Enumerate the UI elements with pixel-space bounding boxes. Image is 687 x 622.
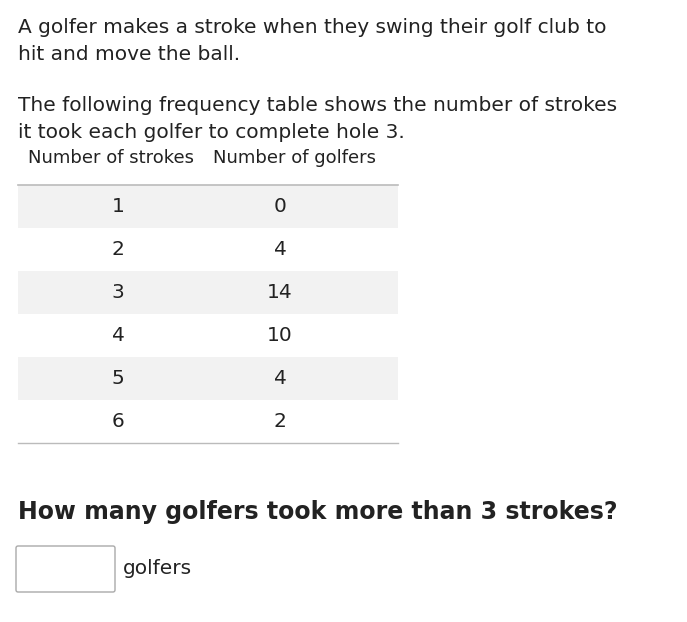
Text: 14: 14 bbox=[267, 283, 293, 302]
Text: 10: 10 bbox=[267, 326, 293, 345]
Text: 2: 2 bbox=[273, 412, 286, 431]
FancyBboxPatch shape bbox=[16, 546, 115, 592]
Text: Number of strokes: Number of strokes bbox=[28, 149, 194, 167]
Text: 1: 1 bbox=[111, 197, 124, 216]
Bar bbox=[18, 271, 398, 314]
Text: A golfer makes a stroke when they swing their golf club to
hit and move the ball: A golfer makes a stroke when they swing … bbox=[18, 18, 607, 63]
Text: 5: 5 bbox=[111, 369, 124, 388]
Text: 3: 3 bbox=[111, 283, 124, 302]
Text: How many golfers took more than 3 strokes?: How many golfers took more than 3 stroke… bbox=[18, 500, 618, 524]
Bar bbox=[18, 185, 398, 228]
Text: 4: 4 bbox=[273, 240, 286, 259]
Text: 4: 4 bbox=[273, 369, 286, 388]
Text: The following frequency table shows the number of strokes
it took each golfer to: The following frequency table shows the … bbox=[18, 96, 617, 141]
Bar bbox=[18, 357, 398, 400]
Text: 0: 0 bbox=[273, 197, 286, 216]
Text: Number of golfers: Number of golfers bbox=[213, 149, 376, 167]
Text: golfers: golfers bbox=[123, 560, 192, 578]
Text: 2: 2 bbox=[111, 240, 124, 259]
Text: 4: 4 bbox=[111, 326, 124, 345]
Text: 6: 6 bbox=[111, 412, 124, 431]
